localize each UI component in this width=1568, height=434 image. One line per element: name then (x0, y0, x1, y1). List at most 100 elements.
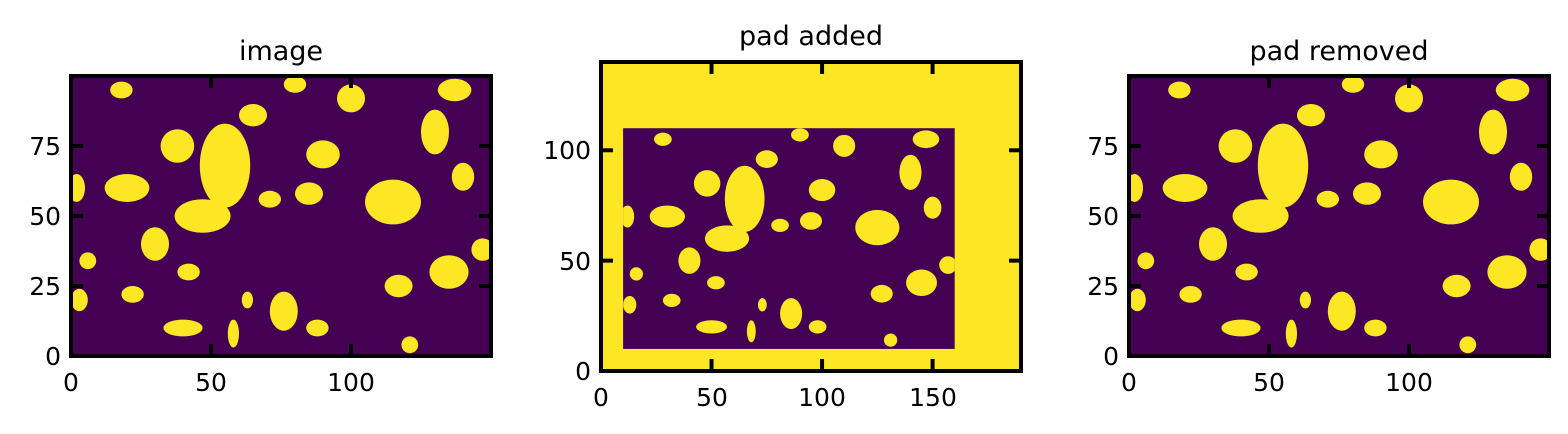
heatmap-blob (1297, 104, 1325, 127)
y-tick-label: 50 (29, 202, 61, 231)
heatmap-blob (1218, 129, 1253, 163)
x-tick-label: 0 (1121, 368, 1137, 397)
tick-marks (69, 76, 491, 358)
heatmap-blob (1341, 76, 1365, 93)
heatmap-blob (939, 256, 955, 274)
panel-title-image: image (239, 36, 323, 67)
heatmap-blob (757, 298, 767, 312)
heatmap-blob (421, 109, 449, 155)
heatmap-blob (160, 129, 195, 163)
heatmap-blob (1168, 81, 1191, 99)
heatmap-blob (1179, 286, 1202, 303)
x-tick-label: 100 (798, 383, 846, 412)
heatmap-blob (855, 209, 900, 246)
heatmap-blob (71, 174, 85, 202)
heatmap-blob (71, 288, 88, 312)
heatmap-blob (227, 319, 239, 348)
heatmap-blob (1353, 182, 1381, 205)
heatmap-blob (1221, 319, 1261, 337)
heatmap-blob (799, 212, 823, 230)
heatmap-blob (1529, 238, 1549, 261)
heatmap-blob (629, 267, 643, 281)
heatmap-blob (662, 293, 681, 307)
heatmap-blob (1479, 109, 1507, 155)
heatmap-blob (1232, 199, 1289, 233)
panel-pad-removed: pad removed 0 50 100 0 25 50 75 (1087, 36, 1551, 397)
y-tick-label: 75 (1087, 132, 1119, 161)
heatmap-blob (696, 320, 727, 334)
heatmap-blob (1495, 78, 1530, 102)
heatmap-image (71, 76, 491, 356)
heatmap-blob (649, 205, 685, 228)
tick-marks (599, 62, 1021, 373)
x-tick-label: 100 (1385, 368, 1433, 397)
heatmap-blob (177, 263, 200, 281)
heatmap-blob (1459, 336, 1477, 354)
heatmap-blob (791, 128, 809, 142)
heatmap-blob (906, 269, 937, 296)
heatmap-blob (295, 182, 323, 205)
heatmap-blob (912, 130, 940, 149)
heatmap-blob (1129, 288, 1146, 312)
heatmap-blob (1364, 140, 1398, 169)
panel-pad-added: pad added 0 50 100 150 0 50 100 (543, 21, 1023, 412)
heatmap-blob (471, 238, 491, 261)
y-tick-label: 50 (1087, 202, 1119, 231)
heatmap-blob (704, 225, 750, 252)
heatmap-blob (899, 154, 922, 191)
y-tick-label: 75 (29, 132, 61, 161)
heatmap-blob (707, 276, 725, 290)
heatmap-blob (870, 284, 893, 303)
heatmap-blob (1129, 174, 1143, 202)
heatmap-blob (163, 319, 203, 337)
heatmap-blob (1285, 319, 1297, 348)
heatmap-blob (808, 320, 827, 334)
heatmap-blob (746, 320, 756, 343)
heatmap-pad-removed (1129, 76, 1549, 356)
heatmap-blob (923, 196, 942, 219)
heatmap-blob (771, 218, 789, 232)
heatmap-blob (384, 274, 413, 298)
y-tick-label: 100 (543, 136, 591, 165)
heatmap-blob (401, 336, 419, 354)
y-tick-label: 50 (559, 247, 591, 276)
heatmap-blob (437, 78, 472, 102)
heatmap-blob (693, 170, 721, 197)
heatmap-pad-added (601, 62, 1021, 371)
heatmap-blob (141, 227, 169, 261)
heatmap-blob (1364, 319, 1387, 337)
y-tick-label: 25 (1087, 272, 1119, 301)
heatmap-blob (306, 140, 340, 169)
heatmap-blob (258, 190, 281, 208)
heatmap-blob (883, 333, 898, 347)
x-tick-label: 0 (593, 383, 609, 412)
heatmap-blob (174, 199, 231, 233)
panel-title-pad-added: pad added (739, 21, 883, 52)
heatmap-blob (269, 291, 298, 331)
heatmap-blob (451, 162, 475, 191)
heatmap-blob (755, 150, 778, 168)
heatmap-blob (1257, 123, 1309, 208)
x-tick-label: 150 (909, 383, 957, 412)
x-tick-label: 0 (63, 368, 79, 397)
heatmap-blob (1316, 190, 1340, 208)
heatmap-blob (1235, 263, 1258, 281)
heatmap-blob (337, 84, 365, 113)
y-tick-label: 25 (29, 272, 61, 301)
panel-title-pad-removed: pad removed (1249, 36, 1428, 67)
heatmap-blob (306, 319, 329, 337)
heatmap-blob (104, 174, 150, 202)
heatmap-blob (1137, 252, 1155, 270)
heatmap-blob (283, 76, 307, 93)
x-tick-label: 50 (1253, 368, 1285, 397)
heatmap-blob (833, 134, 856, 157)
y-tick-label: 0 (45, 342, 61, 371)
tick-marks (1127, 76, 1549, 358)
heatmap-blob (1162, 174, 1208, 202)
heatmap-blob (110, 81, 133, 99)
heatmap-blob (239, 104, 267, 127)
heatmap-blob (1442, 274, 1471, 298)
heatmap-blob (1395, 84, 1423, 113)
y-tick-label: 0 (1103, 342, 1119, 371)
